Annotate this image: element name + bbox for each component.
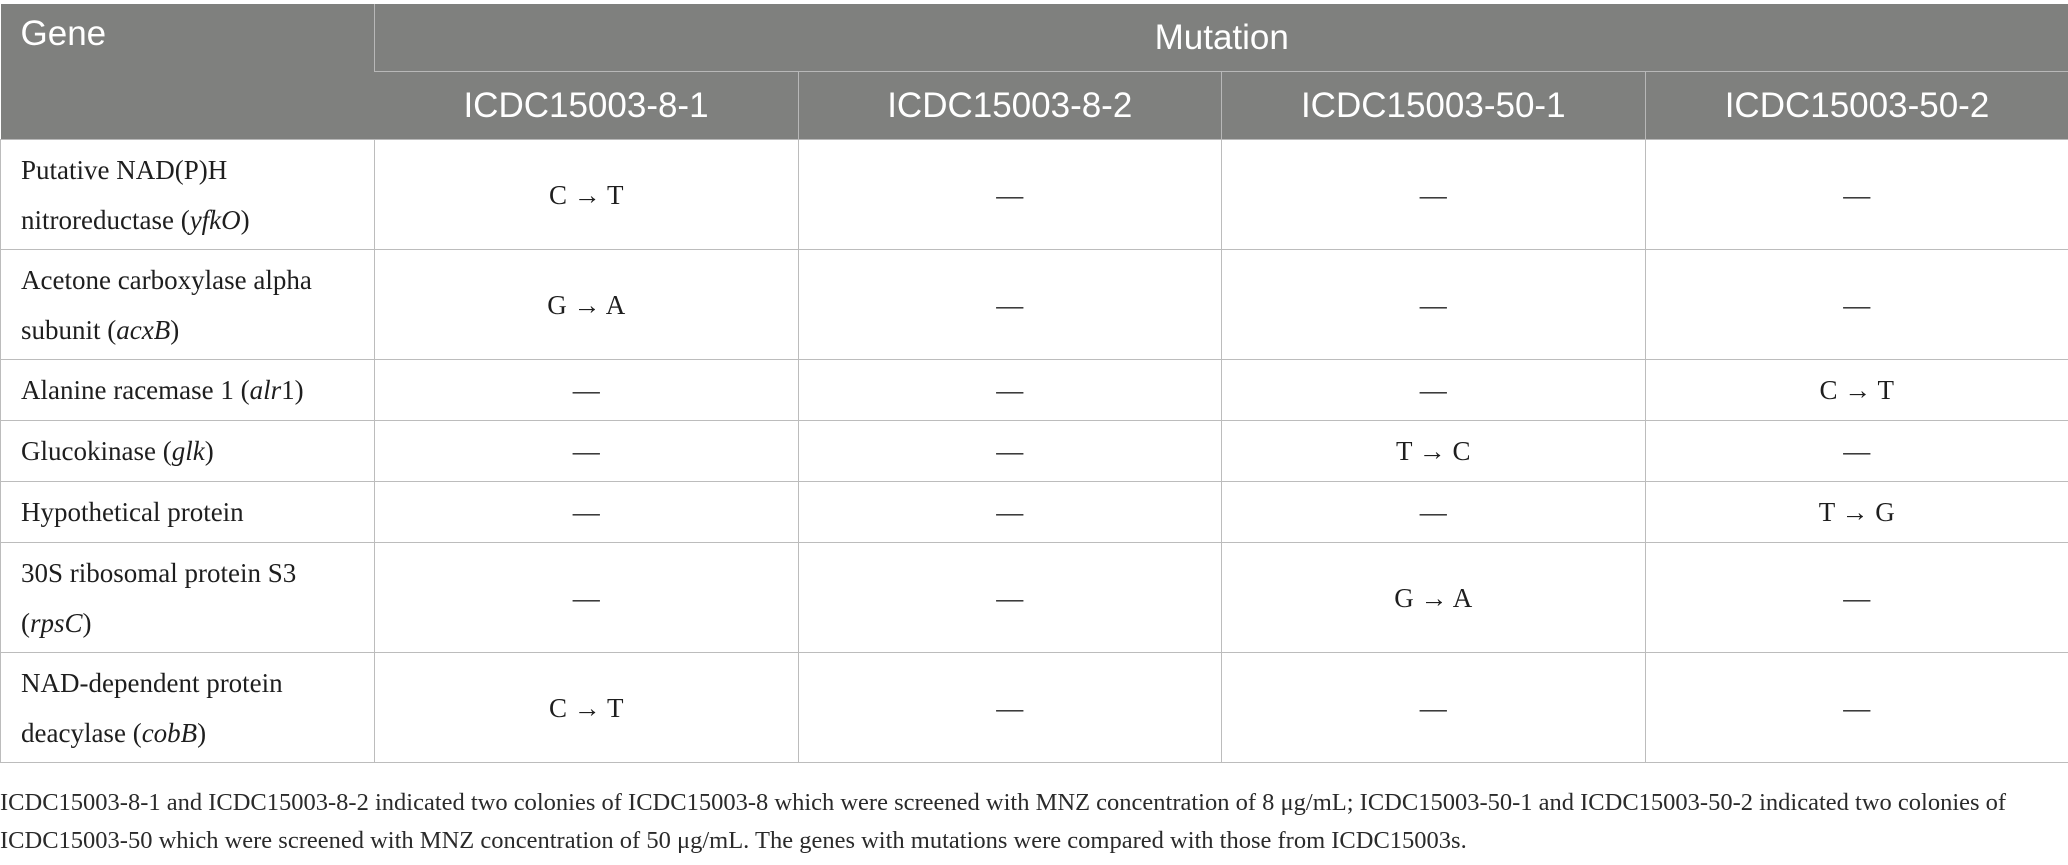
mutation-cell: T → G bbox=[1644, 481, 2068, 543]
gene-name: 30S ribosomal protein S3 bbox=[21, 557, 297, 588]
gene-cell: Putative NAD(P)H nitroreductase (yfkO) bbox=[0, 139, 375, 250]
isolate-header: ICDC15003-50-2 bbox=[1644, 71, 2068, 140]
table-row: Glucokinase (glk) — — T → C — bbox=[0, 420, 2068, 482]
mutation-cell: — bbox=[374, 481, 799, 543]
gene-name: Acetone carboxylase alpha subunit bbox=[21, 264, 312, 345]
gene-name: NAD-dependent protein deacylase bbox=[21, 667, 283, 748]
table-footnote: ICDC15003-8-1 and ICDC15003-8-2 indicate… bbox=[0, 789, 2007, 854]
mutation-cell: — bbox=[797, 542, 1222, 653]
isolate-header: ICDC15003-8-1 bbox=[374, 71, 798, 140]
gene-symbol: alr bbox=[249, 375, 282, 405]
mutation-cell: — bbox=[1221, 481, 1646, 543]
mutation-cell: G → A bbox=[1221, 542, 1646, 653]
mutation-cell: — bbox=[1644, 420, 2068, 482]
mutation-cell: — bbox=[797, 652, 1222, 763]
table-row: Acetone carboxylase alpha subunit (acxB)… bbox=[0, 249, 2068, 360]
mutation-cell: — bbox=[1221, 139, 1646, 250]
mutation-cell: — bbox=[797, 420, 1222, 482]
table-row: Alanine racemase 1 (alr1) — — — C → T bbox=[0, 359, 2068, 421]
mutation-cell: — bbox=[1221, 359, 1646, 421]
table-row: Putative NAD(P)H nitroreductase (yfkO) C… bbox=[0, 139, 2068, 250]
gene-symbol-suffix: 1 bbox=[281, 375, 295, 405]
mutation-cell: — bbox=[1644, 542, 2068, 653]
mutation-column-header: Mutation bbox=[374, 4, 2068, 72]
gene-name: Putative NAD(P)H nitroreductase bbox=[21, 154, 228, 235]
mutation-table: Gene Mutation ICDC15003-8-1 ICDC15003-8-… bbox=[0, 4, 2068, 763]
gene-name: Alanine racemase 1 bbox=[21, 375, 234, 405]
gene-name: Hypothetical protein bbox=[21, 497, 244, 527]
mutation-cell: — bbox=[797, 359, 1222, 421]
mutation-cell: T → C bbox=[1221, 420, 1646, 482]
mutation-cell: — bbox=[374, 420, 799, 482]
table-row: 30S ribosomal protein S3 (rpsC) — — G → … bbox=[0, 542, 2068, 653]
mutation-cell: — bbox=[797, 249, 1222, 360]
gene-symbol: glk bbox=[171, 436, 205, 466]
isolate-header: ICDC15003-8-2 bbox=[797, 71, 1222, 140]
mutation-cell: — bbox=[1221, 249, 1646, 360]
mutation-cell: G → A bbox=[374, 249, 799, 360]
mutation-cell: — bbox=[374, 542, 799, 653]
gene-cell: Acetone carboxylase alpha subunit (acxB) bbox=[0, 249, 375, 360]
mutation-cell: — bbox=[797, 139, 1222, 250]
mutation-table-container: Gene Mutation ICDC15003-8-1 ICDC15003-8-… bbox=[0, 4, 2068, 763]
gene-symbol: rpsC bbox=[30, 607, 83, 638]
gene-symbol: yfkO bbox=[189, 204, 241, 235]
gene-column-header: Gene bbox=[0, 4, 375, 140]
gene-symbol: acxB bbox=[116, 314, 171, 345]
mutation-cell: C → T bbox=[1644, 359, 2068, 421]
gene-cell: Alanine racemase 1 (alr1) bbox=[0, 359, 375, 421]
table-row: Hypothetical protein — — — T → G bbox=[0, 481, 2068, 543]
gene-cell: 30S ribosomal protein S3 (rpsC) bbox=[0, 542, 375, 653]
header-row-top: Gene Mutation bbox=[0, 4, 2068, 140]
mutation-cell: — bbox=[1644, 249, 2068, 360]
gene-cell: Glucokinase (glk) bbox=[0, 420, 375, 482]
mutation-cell: — bbox=[374, 359, 799, 421]
gene-cell: Hypothetical protein bbox=[0, 481, 375, 543]
mutation-cell: C → T bbox=[374, 652, 799, 763]
gene-cell: NAD-dependent protein deacylase (cobB) bbox=[0, 652, 375, 763]
mutation-cell: — bbox=[1644, 139, 2068, 250]
mutation-cell: C → T bbox=[374, 139, 799, 250]
mutation-cell: — bbox=[797, 481, 1222, 543]
isolate-header: ICDC15003-50-1 bbox=[1221, 71, 1645, 140]
gene-symbol: cobB bbox=[141, 717, 198, 748]
table-row: NAD-dependent protein deacylase (cobB) C… bbox=[0, 652, 2068, 763]
mutation-cell: — bbox=[1221, 652, 1646, 763]
mutation-cell: — bbox=[1644, 652, 2068, 763]
gene-name: Glucokinase bbox=[21, 436, 156, 466]
